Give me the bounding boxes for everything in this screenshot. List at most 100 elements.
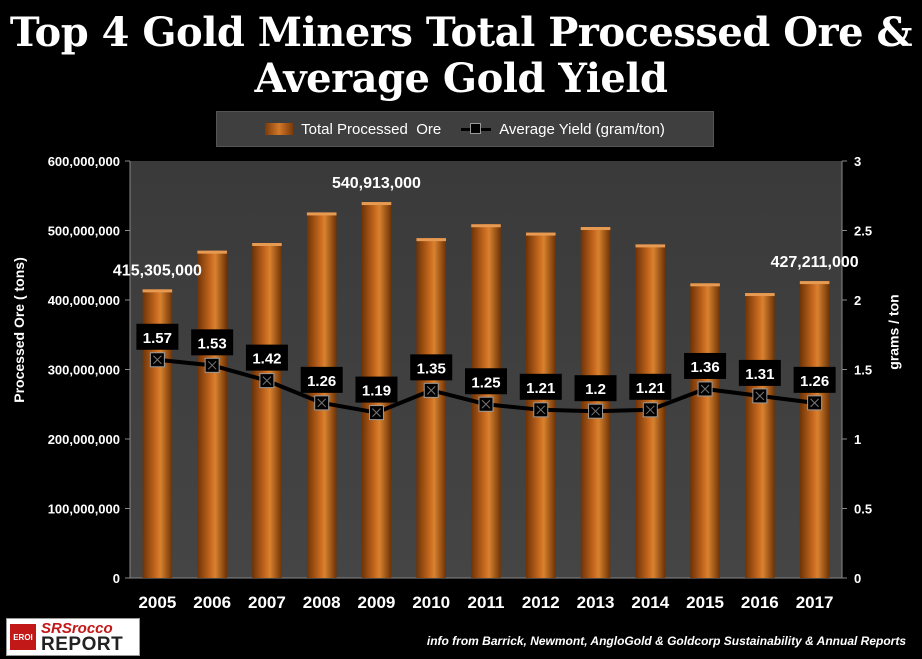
yield-marker-cross xyxy=(372,408,381,417)
yield-marker-cross xyxy=(207,360,217,370)
bar-top-highlight xyxy=(745,293,775,297)
yield-marker-cross xyxy=(810,398,819,408)
legend-line-label: Average Yield (gram/ton) xyxy=(499,120,665,138)
bar-data-label: 540,913,000 xyxy=(332,175,421,192)
bar-2010 xyxy=(416,238,447,578)
yield-label-box xyxy=(574,375,617,402)
yield-label-box xyxy=(793,366,836,393)
bar-top-highlight xyxy=(799,281,830,285)
yield-data-label: 1.26 xyxy=(307,373,336,390)
x-tick-label: 2007 xyxy=(248,593,286,612)
yield-label-box xyxy=(519,373,562,400)
yield-marker-cross xyxy=(262,376,272,385)
y-axis-left-label: Processed Ore ( tons) xyxy=(10,257,27,403)
bar-top-highlight xyxy=(690,283,720,287)
y-tick-label-left: 300,000,000 xyxy=(48,363,120,378)
y-tick-label-left: 500,000,000 xyxy=(48,224,120,239)
y-tick-label-right: 0.5 xyxy=(854,502,872,517)
yield-data-label: 1.21 xyxy=(636,380,665,397)
bar-2015 xyxy=(690,283,720,578)
yield-data-label: 1.19 xyxy=(362,383,391,400)
y-tick-label-right: 2.5 xyxy=(854,224,872,239)
y-tick-label-left: 400,000,000 xyxy=(48,293,120,308)
y-tick-label-right: 3 xyxy=(854,154,861,169)
x-tick-label: 2016 xyxy=(741,593,779,612)
x-tick-label: 2006 xyxy=(193,593,231,612)
source-note: info from Barrick, Newmont, AngloGold & … xyxy=(426,634,906,648)
yield-marker-cross xyxy=(426,385,436,395)
logo-name-top: SRSrocco xyxy=(41,620,113,637)
legend-bar-label: Total Processed Ore xyxy=(301,120,442,138)
chart-title-line-1: Top 4 Gold Miners Total Processed Ore & xyxy=(9,9,913,56)
bar-top-highlight xyxy=(635,244,666,248)
yield-marker-cross xyxy=(153,355,162,365)
yield-marker-cross xyxy=(536,405,546,415)
yield-marker-cross xyxy=(481,399,491,409)
srsrocco-logo: EROI SRSrocco REPORT xyxy=(6,618,140,656)
x-tick-label: 2010 xyxy=(412,593,450,612)
yield-label-box xyxy=(191,329,234,356)
yield-label-box xyxy=(245,344,288,371)
yield-marker-cross xyxy=(645,405,655,415)
y-axis-right-label: grams / ton xyxy=(885,294,902,370)
yield-data-label: 1.21 xyxy=(526,380,555,397)
x-tick-label: 2017 xyxy=(796,593,834,612)
yield-data-label: 1.57 xyxy=(143,330,172,347)
chart-title: Top 4 Gold Miners Total Processed Ore & … xyxy=(0,10,922,102)
bar-2017 xyxy=(799,281,830,578)
bar-data-label: 427,211,000 xyxy=(771,254,859,271)
logo-badge: EROI xyxy=(10,624,36,650)
bar-top-highlight xyxy=(416,238,447,242)
yield-data-label: 1.25 xyxy=(471,374,500,391)
yield-data-label: 1.42 xyxy=(252,351,281,368)
y-tick-label-right: 2 xyxy=(854,293,861,308)
bar-2006 xyxy=(197,250,227,578)
logo-name-bottom: REPORT xyxy=(41,634,124,655)
x-tick-label: 2012 xyxy=(522,593,560,612)
bar-top-highlight xyxy=(525,232,556,236)
bar-top-highlight xyxy=(306,212,337,216)
yield-data-label: 1.53 xyxy=(198,335,227,352)
yield-marker-cross xyxy=(755,391,765,401)
y-tick-label-right: 1 xyxy=(854,432,861,447)
y-tick-label-left: 200,000,000 xyxy=(48,432,120,447)
legend-line-swatch xyxy=(461,123,492,135)
x-tick-label: 2009 xyxy=(358,593,396,612)
x-tick-label: 2008 xyxy=(303,593,341,612)
bar-top-highlight xyxy=(252,243,282,247)
bar-2013 xyxy=(580,227,611,578)
y-tick-label-left: 600,000,000 xyxy=(48,154,120,169)
yield-data-label: 1.26 xyxy=(800,373,829,390)
x-tick-label: 2013 xyxy=(577,593,615,612)
y-tick-label-left: 100,000,000 xyxy=(48,502,120,517)
yield-label-box xyxy=(629,373,672,400)
yield-label-box xyxy=(136,323,179,350)
yield-data-label: 1.36 xyxy=(690,359,719,376)
legend-bar-swatch xyxy=(265,123,294,135)
x-tick-label: 2005 xyxy=(138,593,176,612)
x-tick-label: 2011 xyxy=(468,593,505,612)
yield-data-label: 1.31 xyxy=(745,366,774,383)
chart-title-line-2: Average Gold Yield xyxy=(254,55,668,102)
bar-2016 xyxy=(745,293,775,578)
y-tick-label-right: 0 xyxy=(854,571,861,586)
yield-marker-cross xyxy=(317,398,327,408)
bar-top-highlight xyxy=(580,227,611,231)
bar-top-highlight xyxy=(471,224,501,228)
bar-data-label: 415,305,000 xyxy=(113,262,202,279)
legend: Total Processed Ore Average Yield (gram/… xyxy=(216,111,714,147)
y-tick-label-left: 0 xyxy=(113,571,120,586)
bar-top-highlight xyxy=(361,202,392,206)
legend-entry-yield: Average Yield (gram/ton) xyxy=(461,121,665,138)
y-tick-label-right: 1.5 xyxy=(854,363,872,378)
x-tick-label: 2015 xyxy=(686,593,724,612)
yield-marker-cross xyxy=(700,384,710,394)
bar-2007 xyxy=(252,243,282,578)
yield-marker-cross xyxy=(591,406,600,416)
yield-label-box xyxy=(300,366,343,393)
yield-label-box xyxy=(465,368,507,395)
yield-label-box xyxy=(355,376,398,403)
yield-data-label: 1.35 xyxy=(417,360,446,377)
yield-label-box xyxy=(410,354,453,381)
